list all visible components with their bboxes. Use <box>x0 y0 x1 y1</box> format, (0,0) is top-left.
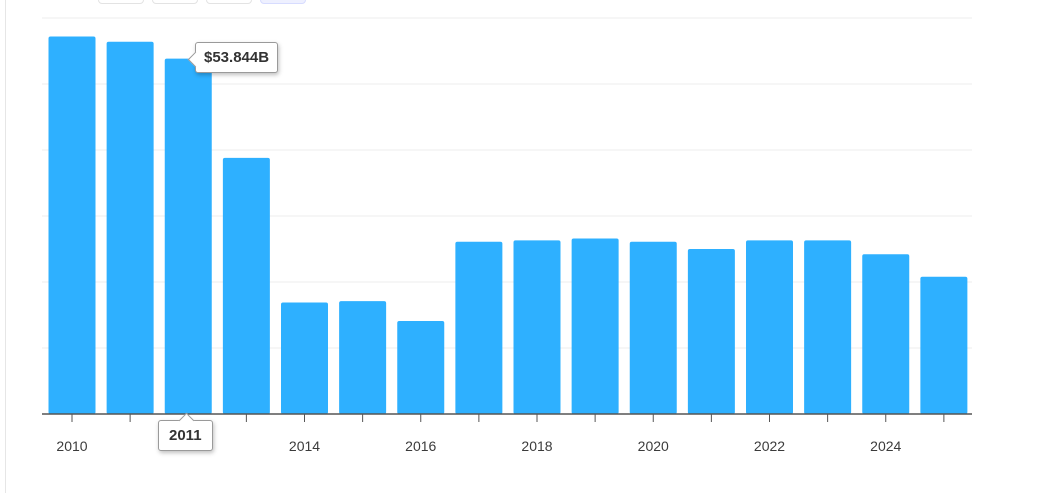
value-tooltip: $53.844B <box>195 42 279 73</box>
x-tick-label: 2024 <box>870 438 901 454</box>
x-tick-label: 2016 <box>405 438 436 454</box>
bar-2022[interactable] <box>746 240 793 414</box>
bar-2025[interactable] <box>920 276 968 414</box>
bar-2010[interactable] <box>48 36 96 414</box>
bar-2019[interactable] <box>571 238 619 414</box>
bar-2020[interactable] <box>629 241 677 414</box>
bar-2017[interactable] <box>455 241 503 414</box>
x-tick-label: 2020 <box>638 438 669 454</box>
bar-2014[interactable] <box>281 302 328 414</box>
x-tick-label: 2022 <box>754 438 785 454</box>
bar-2023[interactable] <box>804 240 852 414</box>
x-tick-label: 2018 <box>521 438 552 454</box>
bar-2011[interactable] <box>106 41 154 414</box>
bar-2012[interactable] <box>164 58 212 414</box>
bar-2016[interactable] <box>397 320 445 414</box>
chart-container <box>5 0 1051 493</box>
category-tooltip: 2011 <box>158 420 213 451</box>
range-tabs <box>98 0 306 4</box>
x-tick-label: 2014 <box>289 438 320 454</box>
bar-2015[interactable] <box>339 301 387 414</box>
bar-2013[interactable] <box>222 157 270 415</box>
bar-2018[interactable] <box>513 240 561 414</box>
x-tick-label: 2010 <box>56 438 87 454</box>
bar-2024[interactable] <box>862 254 910 414</box>
x-axis-ticks: 2010 2014 2016 2018 2020 2022 2024 <box>56 414 945 454</box>
bars <box>48 36 968 415</box>
bar-2021[interactable] <box>687 249 735 414</box>
